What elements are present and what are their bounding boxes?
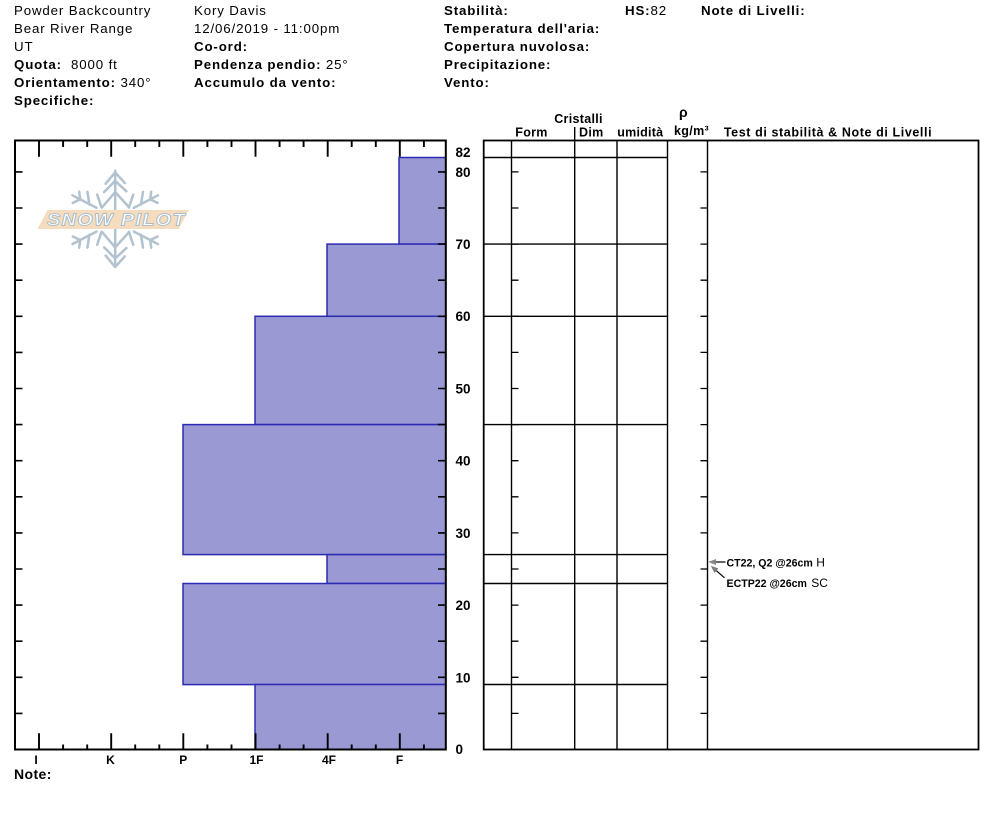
svg-text:4F: 4F (322, 753, 336, 767)
svg-text:Form: Form (515, 126, 547, 140)
svg-text:kg/m³: kg/m³ (674, 124, 709, 138)
svg-text:Test di stabilità & Note di Li: Test di stabilità & Note di Livelli (724, 126, 932, 140)
svg-text:ECTP22 @26cm: ECTP22 @26cm (727, 578, 807, 590)
svg-text:CT22, Q2 @26cm: CT22, Q2 @26cm (727, 557, 813, 569)
svg-text:umidità: umidità (617, 126, 663, 140)
svg-text:70: 70 (456, 237, 471, 252)
svg-text:80: 80 (456, 165, 471, 180)
svg-text:H: H (816, 556, 825, 570)
svg-text:0: 0 (456, 742, 464, 757)
svg-text:50: 50 (456, 381, 471, 396)
svg-text:Note:: Note: (14, 766, 52, 782)
svg-text:60: 60 (456, 309, 471, 324)
svg-text:SC: SC (811, 576, 828, 590)
svg-text:10: 10 (456, 670, 471, 685)
svg-text:ρ: ρ (679, 104, 688, 120)
svg-text:40: 40 (456, 454, 471, 469)
svg-text:1F: 1F (249, 753, 263, 767)
svg-text:Cristalli: Cristalli (554, 112, 603, 126)
svg-text:I: I (34, 753, 37, 767)
svg-text:30: 30 (456, 526, 471, 541)
svg-text:82: 82 (456, 145, 471, 160)
svg-text:SNOW PILOT: SNOW PILOT (47, 210, 186, 230)
svg-text:20: 20 (456, 598, 471, 613)
svg-text:K: K (106, 753, 115, 767)
svg-text:Dim: Dim (579, 126, 604, 140)
svg-text:F: F (396, 753, 403, 767)
svg-text:P: P (179, 753, 187, 767)
